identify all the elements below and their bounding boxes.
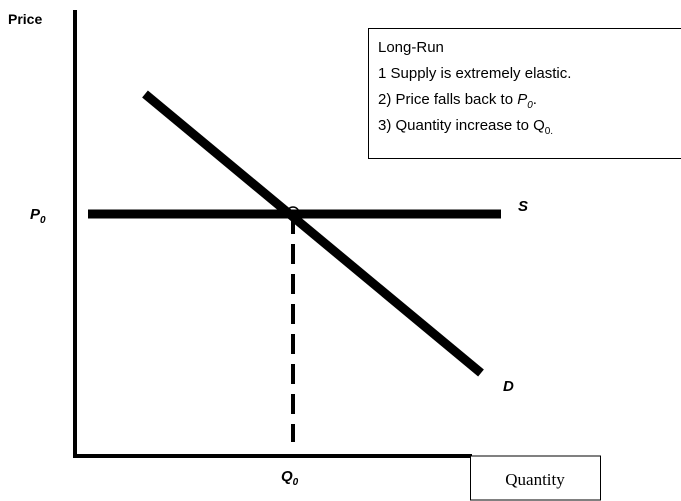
symbol: Q — [281, 468, 293, 485]
note-symbol: P — [517, 91, 527, 108]
note-box — [368, 28, 681, 159]
x-axis-label-box — [470, 455, 601, 501]
y-axis-label: Price — [8, 11, 42, 27]
note-text: . — [533, 91, 537, 108]
demand-label: D — [503, 378, 514, 395]
demand-curve — [142, 90, 484, 377]
symbol: P — [30, 206, 41, 223]
price-label: P0 — [30, 206, 46, 226]
sub: 0 — [293, 477, 299, 488]
note-line: 1 Supply is extremely elastic. — [378, 65, 571, 82]
quantity-label: Q0 — [281, 468, 299, 488]
note-text: 3) Quantity increase to — [378, 117, 533, 134]
note-sub: 0 — [527, 100, 533, 111]
note-line: 2) Price falls back to P0. — [378, 91, 537, 111]
note-text: 1 Supply is extremely elastic. — [378, 65, 571, 82]
note-sub: 0. — [545, 126, 553, 137]
note-line: 3) Quantity increase to Q0. — [378, 117, 553, 137]
equilibrium-point — [286, 206, 300, 220]
note-title: Long-Run — [378, 39, 444, 56]
note-text: 2) Price falls back to — [378, 91, 517, 108]
x-axis-label: Quantity — [505, 470, 565, 489]
supply-label: S — [518, 198, 528, 215]
sub: 0 — [40, 215, 46, 226]
note-symbol: Q — [533, 117, 545, 134]
